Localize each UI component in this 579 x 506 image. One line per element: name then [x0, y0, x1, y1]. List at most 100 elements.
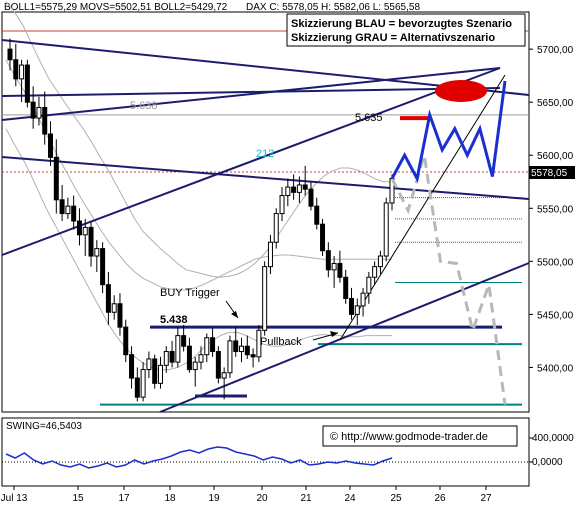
main-plot-frame [1, 11, 530, 413]
y-tick-label: 5550,00 [537, 204, 574, 215]
candle-body [123, 326, 129, 356]
candle-body [262, 266, 268, 331]
x-tick-label: 21 [300, 493, 312, 504]
candle-body [48, 133, 54, 158]
candle-body [325, 250, 331, 271]
legend-line-blue: Skizzierung BLAU = bevorzugtes Szenario [291, 18, 512, 30]
label-5635: 5.635 [355, 112, 383, 124]
candle-body [372, 266, 378, 278]
candle-body [111, 303, 117, 313]
last-price-label: 5578,05 [531, 168, 568, 179]
candle-body [42, 106, 48, 135]
label-pullback: Pullback [260, 336, 302, 348]
candle-body [59, 199, 65, 215]
legend-box [286, 13, 526, 47]
osc-tick-0: 0,0000 [532, 457, 563, 468]
candle-body [152, 358, 158, 384]
last-price-box [529, 166, 575, 179]
trend-line [1, 156, 530, 200]
candle-body [186, 345, 192, 371]
candle-body [308, 188, 314, 207]
x-tick-label: 19 [208, 493, 220, 504]
candle-body [65, 205, 71, 215]
oscillator-panel [2, 437, 533, 469]
candle-body [36, 106, 42, 119]
x-tick-label: 20 [256, 493, 268, 504]
candle-body [129, 354, 135, 379]
oscillator-label: SWING=46,5403 [6, 421, 82, 432]
label-buy-trigger: BUY Trigger [160, 287, 220, 299]
candle-body [204, 337, 210, 356]
candle-body [239, 345, 245, 353]
x-tick-label: 25 [390, 493, 402, 504]
header-ohlc: DAX C: 5578,05 H: 5582,06 L: 5565,58 [246, 2, 420, 13]
trend-line [1, 87, 501, 97]
candle-body [181, 335, 187, 347]
bollinger-lower-line [5, 128, 392, 371]
candle-body [233, 340, 239, 353]
candle-body [250, 354, 256, 358]
candle-body [117, 303, 123, 328]
x-tick-label: 18 [164, 493, 176, 504]
trend-lines [1, 39, 530, 413]
label-212: 212 [256, 148, 274, 160]
candle-body [134, 377, 140, 398]
copyright-box [322, 425, 518, 447]
candle-body [88, 226, 94, 257]
candle-body [94, 248, 100, 257]
candle-body [354, 305, 360, 315]
candle-body [291, 186, 297, 193]
candle-body [285, 186, 291, 197]
label-5638: 5.638 [130, 100, 158, 112]
candle-body [105, 284, 111, 313]
candle-body [273, 213, 279, 243]
candle-body [7, 48, 13, 61]
candle-body [366, 276, 372, 294]
candle-body [169, 351, 175, 363]
candle-body [53, 156, 59, 201]
x-tick-label: 15 [72, 493, 84, 504]
candle-body [19, 64, 25, 80]
y-axis: 5700,00 5650,00 5600,00 5550,00 5500,00 5450,… [529, 45, 574, 374]
y-tick-label: 5400,00 [537, 363, 574, 374]
x-tick-label: 24 [344, 493, 356, 504]
candle-body [331, 262, 337, 271]
y-tick-label: 5650,00 [537, 98, 574, 109]
candle-body [140, 369, 146, 398]
candle-body [210, 337, 216, 353]
candle-body [71, 205, 77, 222]
arrow-buy-trigger-head [231, 311, 238, 318]
label-5438: 5.438 [160, 314, 188, 326]
candle-body [256, 329, 262, 358]
legend-line-grey: Skizzierung GRAU = Alternativszenario [291, 32, 495, 44]
candle-body [198, 354, 204, 363]
trend-line [1, 67, 501, 121]
header-indicators: BOLL1=5575,29 MOVS=5502,51 BOLL2=5429,72 [4, 2, 228, 13]
target-zone-marker [435, 80, 487, 102]
steep-uptrend-line [339, 74, 506, 341]
oscillator-line [5, 446, 393, 469]
candle-body [163, 351, 169, 366]
candle-body [383, 202, 389, 257]
candle-body [157, 364, 163, 384]
candle-body [337, 262, 343, 278]
candle-body [343, 276, 349, 299]
osc-tick-400: 400,0000 [532, 433, 574, 444]
candle-body [320, 223, 326, 252]
candle-body [267, 241, 273, 268]
x-tick-label: Jul 13 [1, 493, 28, 504]
candlesticks [7, 38, 395, 402]
candle-body [24, 64, 30, 103]
x-tick-label: 17 [118, 493, 130, 504]
candle-body [82, 226, 88, 236]
scenario-grey-path [390, 154, 507, 405]
candle-body [215, 351, 221, 379]
candle-body [296, 184, 302, 193]
candle-body [244, 345, 250, 356]
candle-body [100, 248, 106, 286]
y-tick-label: 5500,00 [537, 257, 574, 268]
candle-body [76, 220, 82, 236]
candle-body [13, 59, 19, 80]
candle-body [30, 101, 36, 119]
